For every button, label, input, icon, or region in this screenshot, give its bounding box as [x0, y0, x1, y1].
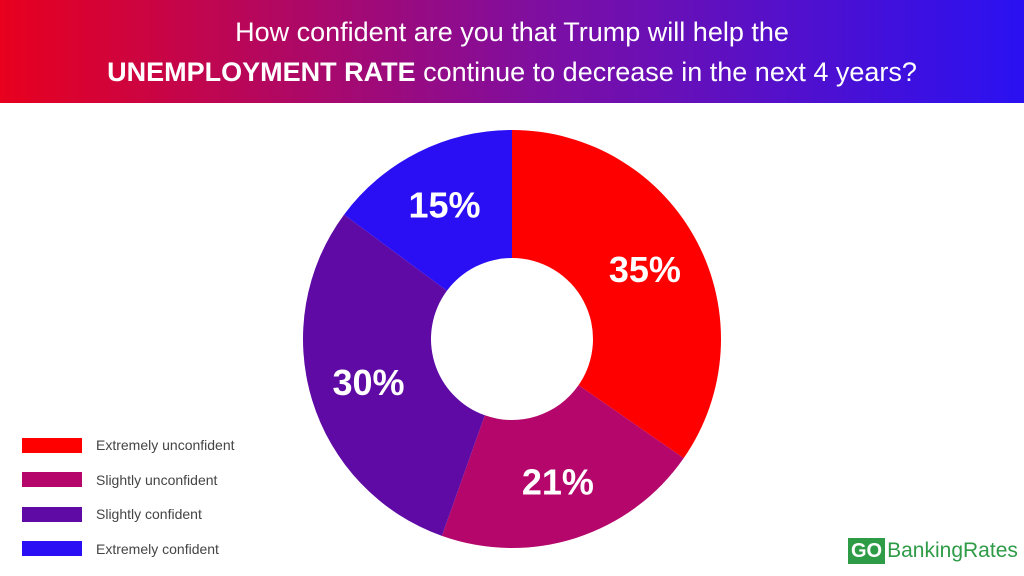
- title-banner: How confident are you that Trump will he…: [0, 0, 1024, 103]
- legend-swatch: [22, 437, 82, 453]
- legend-label: Slightly unconfident: [96, 471, 218, 488]
- legend-swatch: [22, 541, 82, 556]
- slice-label-slightly-unconfident: 21%: [522, 461, 594, 502]
- legend-item-extremely-confident: Extremely confident: [22, 537, 235, 561]
- chart-title-rest: continue to decrease in the next 4 years…: [415, 57, 917, 87]
- legend-item-extremely-unconfident: Extremely unconfident: [22, 433, 235, 457]
- chart-title-emphasis: UNEMPLOYMENT RATE: [107, 57, 416, 87]
- legend-label: Slightly confident: [96, 506, 202, 522]
- slice-slightly-unconfident: [441, 385, 684, 548]
- chart-title-line-1: How confident are you that Trump will he…: [235, 17, 789, 47]
- legend: Extremely unconfident Slightly unconfiden…: [22, 433, 235, 571]
- legend-item-slightly-unconfident: Slightly unconfident: [22, 468, 235, 492]
- slice-label-extremely-unconfident: 35%: [609, 249, 681, 290]
- logo-go: GO: [848, 538, 886, 564]
- slice-extremely-unconfident: [512, 130, 721, 459]
- legend-swatch: [22, 506, 82, 522]
- slice-label-extremely-confident: 15%: [408, 185, 480, 226]
- slice-extremely-confident: [344, 130, 512, 291]
- legend-label: Extremely unconfident: [96, 437, 235, 453]
- gobankingrates-logo: GO BankingRates: [848, 538, 1018, 564]
- chart-title-line-2: UNEMPLOYMENT RATE continue to decrease i…: [0, 54, 1024, 90]
- legend-swatch: [22, 472, 82, 487]
- logo-banking-rates: BankingRates: [887, 539, 1018, 562]
- legend-label: Extremely confident: [96, 540, 219, 557]
- legend-item-slightly-confident: Slightly confident: [22, 502, 235, 526]
- slice-slightly-confident: [302, 214, 485, 536]
- slice-label-slightly-confident: 30%: [332, 362, 404, 403]
